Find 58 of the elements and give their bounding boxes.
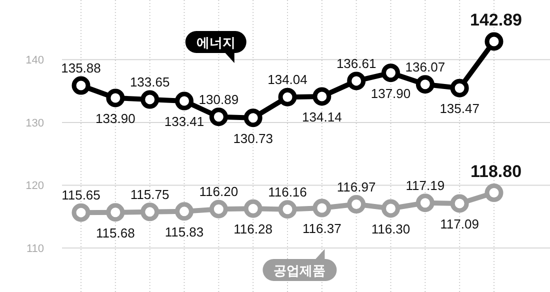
point	[106, 203, 125, 222]
point	[450, 78, 469, 98]
point	[244, 108, 262, 128]
point	[382, 64, 400, 82]
data-label: 115.68	[96, 225, 135, 240]
point	[72, 76, 90, 95]
point	[347, 72, 366, 90]
data-label: 116.30	[371, 221, 410, 236]
point	[106, 88, 125, 108]
point	[175, 92, 194, 110]
data-label: 135.47	[440, 101, 480, 116]
y-tick-label: 140	[26, 54, 44, 67]
point	[416, 75, 434, 94]
data-label: 116.37	[302, 221, 342, 236]
point	[382, 199, 400, 218]
point	[278, 200, 297, 219]
text: 에너지	[196, 35, 236, 50]
data-label: 115.75	[130, 186, 170, 202]
data-label: 130.73	[233, 130, 273, 146]
point	[312, 198, 332, 218]
data-label: 117.19	[406, 178, 445, 193]
data-label: 133.65	[130, 74, 170, 90]
point	[209, 200, 228, 218]
y-tick-label: 120	[26, 180, 44, 192]
data-label: 116.97	[336, 179, 376, 194]
data-label: 116.16	[268, 184, 307, 200]
point	[484, 32, 504, 51]
data-label: 115.83	[164, 224, 204, 240]
data-label: 133.41	[164, 114, 204, 130]
data-label: 137.90	[370, 86, 411, 101]
data-label: 136.61	[336, 56, 376, 71]
data-label: 115.65	[62, 188, 100, 203]
data-label: 130.89	[198, 92, 239, 107]
data-label: 134.14	[302, 109, 342, 124]
y-tick-label: 130	[26, 117, 44, 130]
point	[347, 195, 366, 214]
point	[484, 184, 504, 202]
point	[278, 88, 297, 106]
legend-label: 공업제품	[274, 263, 326, 278]
point	[72, 203, 90, 222]
point	[140, 202, 160, 222]
data-label: 133.90	[96, 110, 136, 126]
point	[244, 199, 262, 218]
point	[140, 90, 160, 109]
data-label: 142.89	[470, 10, 522, 30]
point	[416, 194, 434, 212]
data-label: 117.09	[440, 216, 479, 232]
data-label: 134.04	[268, 72, 308, 88]
point	[209, 108, 228, 126]
data-label: 116.20	[199, 184, 238, 200]
data-label: 136.07	[405, 59, 446, 74]
data-label: 135.88	[61, 60, 101, 76]
data-label: 118.80	[470, 162, 522, 181]
point	[175, 202, 194, 221]
point	[312, 87, 332, 106]
data-label: 116.28	[234, 222, 272, 237]
point	[450, 194, 469, 213]
y-tick-label: 110	[26, 243, 44, 256]
